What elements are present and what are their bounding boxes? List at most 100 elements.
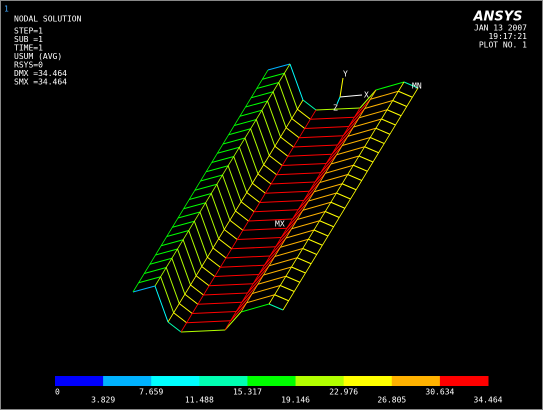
mesh-edge	[313, 183, 343, 193]
mesh-edge	[241, 283, 259, 303]
mesh-edge	[227, 165, 242, 202]
mesh-edge	[212, 247, 227, 259]
mesh-edge	[309, 172, 326, 192]
mesh-edge	[291, 220, 320, 230]
mesh-edge	[303, 182, 321, 201]
mesh-edge	[358, 109, 388, 119]
mesh-edge	[239, 109, 263, 117]
mesh-edge	[210, 193, 225, 230]
mesh-edge	[231, 246, 276, 250]
legend-value: 0	[55, 388, 60, 397]
axis-label: Y	[343, 70, 348, 79]
mesh-edge	[348, 108, 366, 127]
mesh-edge	[342, 137, 371, 146]
mesh-edge	[252, 285, 281, 294]
mesh-edge	[285, 229, 315, 239]
mesh-edge	[291, 266, 306, 274]
mesh-edge	[184, 293, 199, 305]
mesh-edge	[144, 267, 167, 274]
mesh-edge	[359, 89, 377, 109]
mesh-edge	[293, 144, 338, 148]
mesh-edge	[132, 285, 156, 293]
mesh-edge	[173, 312, 187, 324]
mesh-edge	[270, 181, 316, 185]
mesh-edge	[287, 153, 332, 157]
stamp-line: JAN 13 2007	[474, 24, 527, 33]
mesh-edge	[160, 239, 184, 247]
mesh-edge	[278, 82, 293, 119]
legend-swatch	[199, 376, 248, 386]
mesh-edge	[183, 202, 206, 210]
mesh-edge	[342, 117, 360, 137]
mesh-edge	[229, 219, 244, 231]
max-label: MX	[275, 220, 285, 229]
mesh-edge	[386, 109, 402, 117]
mesh-edge	[228, 128, 251, 136]
mesh-edge	[237, 237, 282, 240]
mesh-edge	[325, 211, 340, 218]
mesh-edge	[320, 154, 337, 174]
mesh-edge	[254, 209, 299, 213]
mesh-edge	[132, 69, 269, 293]
mesh-edge	[252, 265, 270, 285]
mesh-edge	[149, 257, 173, 265]
mesh-edge	[178, 303, 193, 314]
mesh-edge	[250, 128, 265, 165]
mesh-edge	[302, 201, 332, 211]
mesh-edge	[297, 108, 311, 120]
mesh-edge	[325, 164, 354, 174]
mesh-edge	[403, 81, 419, 89]
mesh-edge	[257, 173, 272, 185]
mesh-edge	[282, 87, 419, 311]
info-line: STEP=1	[14, 27, 43, 36]
axis-label: Z	[333, 104, 338, 113]
mesh-edge	[268, 303, 284, 311]
mesh-edge	[313, 229, 329, 237]
mesh-edge	[244, 137, 259, 175]
mesh-edge	[252, 182, 266, 194]
legend-value: 22.976	[329, 388, 358, 397]
mesh-edge	[280, 285, 295, 292]
mesh-edge	[222, 174, 236, 212]
mesh-edge	[224, 311, 242, 331]
mesh-edge	[218, 238, 232, 250]
min-label: MN	[412, 82, 422, 91]
mesh-edge	[220, 264, 265, 268]
mesh-edge	[235, 293, 253, 312]
mesh-edge	[285, 127, 300, 139]
mesh-edge	[308, 192, 337, 202]
mesh-edge	[282, 163, 327, 166]
mesh-edge	[280, 238, 309, 248]
mesh-edge	[200, 174, 223, 182]
mesh-edge	[375, 127, 391, 135]
mesh-edge	[195, 275, 210, 287]
mesh-edge	[263, 266, 292, 276]
mesh-edge	[255, 119, 270, 156]
mesh-edge	[337, 126, 354, 146]
mesh-edge	[246, 294, 275, 304]
mesh-edge	[392, 100, 407, 107]
mesh-edge	[193, 221, 208, 258]
mesh-edge	[370, 90, 399, 100]
mesh-edge	[248, 218, 293, 222]
mesh-edge	[297, 191, 315, 211]
mesh-edge	[265, 190, 310, 194]
mesh-edge	[177, 248, 191, 286]
legend-swatch	[55, 376, 104, 386]
window-number: 1	[4, 5, 9, 14]
mesh-edge	[203, 292, 248, 296]
mesh-edge	[188, 230, 203, 267]
mesh-edge	[267, 100, 281, 138]
mesh-edge	[274, 145, 289, 157]
mesh-edge	[286, 209, 304, 229]
mesh-edge	[304, 126, 349, 129]
mesh-edge	[186, 320, 231, 324]
legend-value: 26.805	[377, 396, 406, 405]
mesh-edge	[238, 147, 253, 184]
mesh-edge	[302, 99, 317, 111]
mesh-edge	[167, 321, 182, 333]
mesh-edge	[216, 184, 231, 221]
mesh-edge	[375, 81, 405, 91]
legend-value: 34.464	[474, 396, 503, 405]
